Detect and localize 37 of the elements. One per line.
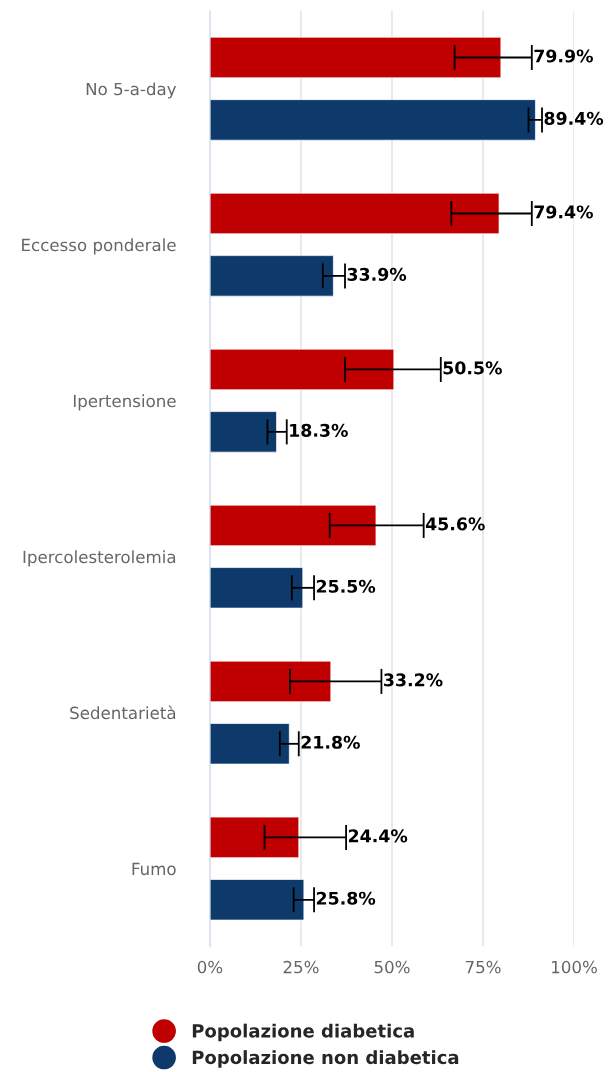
data-label: 79.9% <box>534 49 593 63</box>
data-label: 18.3% <box>290 423 348 437</box>
bar <box>209 567 304 609</box>
data-label: 25.5% <box>316 579 376 593</box>
data-label: 50.5% <box>443 361 502 375</box>
y-tick-label: Fumo <box>132 862 176 876</box>
legend-label: Popolazione diabetica <box>192 1023 414 1042</box>
bar <box>209 660 332 703</box>
bar <box>209 348 395 391</box>
y-tick-label: Eccesso ponderale <box>22 238 176 255</box>
bar <box>209 411 277 453</box>
data-label: 24.4% <box>348 829 408 843</box>
y-tick-label: No 5-a-day <box>86 82 177 99</box>
data-label: 33.9% <box>347 267 407 281</box>
bar <box>209 192 500 235</box>
x-tick-label: 75% <box>465 960 501 974</box>
bar <box>209 879 305 921</box>
bar <box>209 255 334 297</box>
x-tick-label: 100% <box>552 960 597 974</box>
y-tick-label: Sedentarietà <box>70 705 176 720</box>
data-label: 45.6% <box>425 517 485 531</box>
data-label: 33.2% <box>384 673 443 687</box>
x-tick-label: 50% <box>374 960 410 974</box>
bar <box>209 504 377 547</box>
y-tick-label: Ipertensione <box>73 394 176 411</box>
x-tick-label: 0% <box>197 960 223 974</box>
legend-label: Popolazione non diabetica <box>192 1050 459 1068</box>
bar <box>209 723 290 765</box>
bar <box>209 816 300 859</box>
x-tick-label: 25% <box>283 960 319 974</box>
data-label: 21.8% <box>301 735 360 749</box>
bar <box>209 99 536 141</box>
bar <box>209 36 502 79</box>
data-label: 79.4% <box>534 205 593 219</box>
data-label: 89.4% <box>544 111 604 125</box>
data-label: 25.8% <box>316 891 376 905</box>
y-tick-label: Ipercolesterolemia <box>23 550 176 567</box>
